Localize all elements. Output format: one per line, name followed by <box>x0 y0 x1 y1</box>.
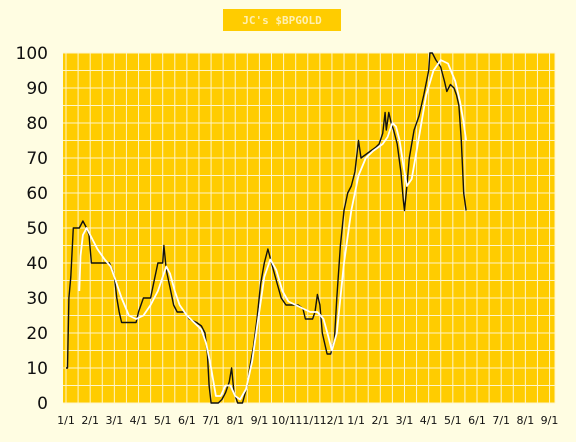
x-tick-label: 9/1 <box>541 414 559 427</box>
x-tick-label: 8/1 <box>517 414 535 427</box>
y-tick-label: 0 <box>37 394 48 414</box>
y-tick-label: 10 <box>26 359 48 379</box>
chart-title: JC's $BPGOLD <box>223 9 341 31</box>
x-tick-label: 3/1 <box>106 414 124 427</box>
x-tick-label: 3/1 <box>396 414 414 427</box>
y-tick-label: 70 <box>26 149 48 169</box>
x-tick-label: 8/1 <box>226 414 244 427</box>
y-axis-ticks: 0 10 20 30 40 50 60 70 80 90 100 <box>16 44 48 414</box>
x-tick-label: 7/1 <box>492 414 510 427</box>
x-tick-label: 7/1 <box>202 414 220 427</box>
x-tick-label: 4/1 <box>420 414 438 427</box>
series-line-average <box>78 59 467 401</box>
x-tick-label: 1/1 <box>347 414 365 427</box>
x-tick-label: 5/1 <box>154 414 172 427</box>
y-tick-label: 20 <box>26 324 48 344</box>
y-tick-label: 60 <box>26 184 48 204</box>
x-tick-label: 2/1 <box>81 414 99 427</box>
x-tick-label: 6/1 <box>178 414 196 427</box>
x-tick-label: 4/1 <box>130 414 148 427</box>
y-tick-label: 90 <box>26 79 48 99</box>
grid-lines <box>63 52 556 404</box>
x-tick-label: 6/1 <box>468 414 486 427</box>
x-tick-label: 1/1 <box>57 414 75 427</box>
x-tick-label: 9/1 <box>251 414 269 427</box>
y-tick-label: 30 <box>26 289 48 309</box>
series-line-bp <box>66 52 467 404</box>
series-layer <box>66 52 467 404</box>
x-tick-label: 2/1 <box>371 414 389 427</box>
x-axis-ticks: 1/1 2/1 3/1 4/1 5/1 6/1 7/1 8/1 9/1 10/1 11/1 12/1 1… <box>57 414 558 427</box>
x-tick-label: 11/1 <box>295 414 320 427</box>
x-tick-label: 10/1 <box>271 414 296 427</box>
y-tick-label: 50 <box>26 219 48 239</box>
y-tick-label: 80 <box>26 114 48 134</box>
y-tick-label: 40 <box>26 254 48 274</box>
x-tick-label: 5/1 <box>444 414 462 427</box>
x-tick-label: 12/1 <box>320 414 345 427</box>
y-tick-label: 100 <box>16 44 48 64</box>
